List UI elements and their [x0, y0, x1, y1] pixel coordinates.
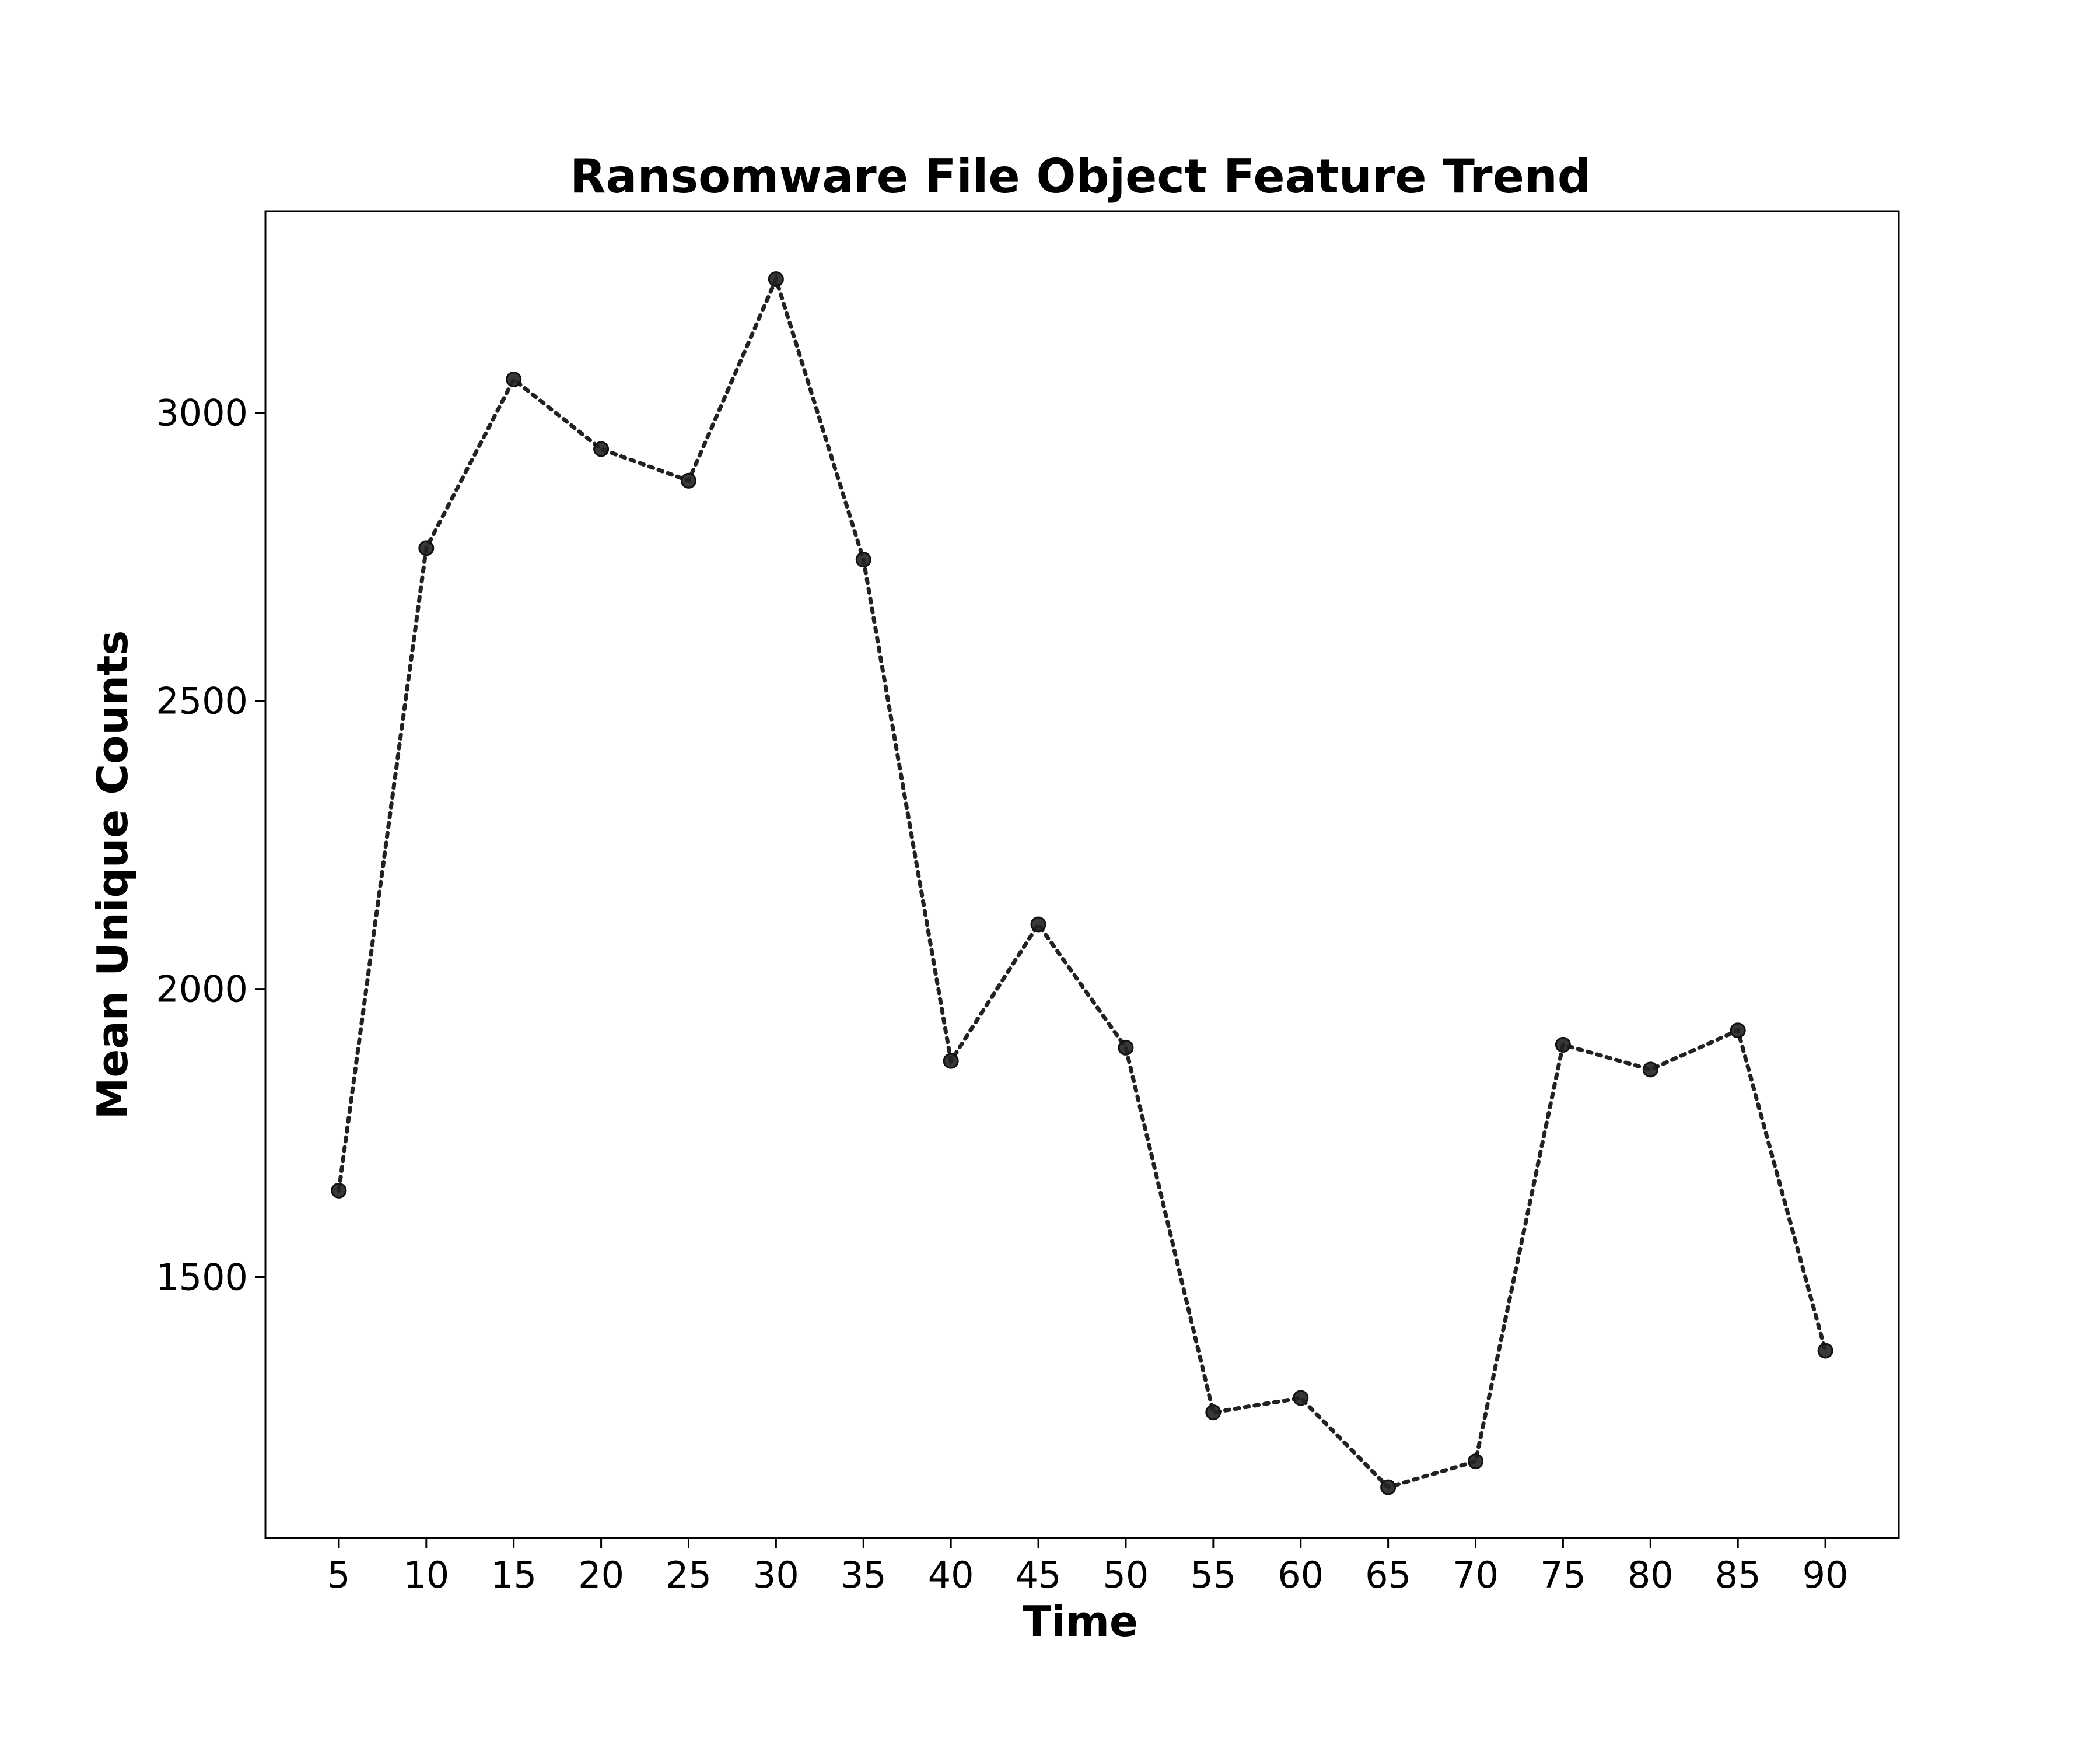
- x-tick-label: 15: [491, 1554, 537, 1596]
- series-line: [337, 273, 1828, 1490]
- y-tick-label: 1500: [156, 1256, 248, 1299]
- y-tick-label: 3000: [156, 392, 248, 435]
- data-point: [1205, 1404, 1222, 1421]
- data-point: [768, 271, 784, 288]
- y-axis-ticks: 1500 2000 2500 3000: [156, 392, 265, 1299]
- x-tick-label: 75: [1540, 1554, 1586, 1596]
- data-point: [1642, 1061, 1658, 1078]
- data-point: [1730, 1022, 1746, 1039]
- data-point: [1380, 1479, 1396, 1495]
- data-point: [1118, 1039, 1134, 1056]
- x-tick-label: 20: [578, 1554, 624, 1596]
- chart-title: Ransomware File Object Feature Trend: [570, 149, 1591, 204]
- x-axis-ticks: 5 10 15 20 25 30 35 40 45 50 55 60 65 70 75 80 85 90: [327, 1538, 1849, 1596]
- y-tick-label: 2000: [156, 968, 248, 1011]
- x-tick-label: 35: [841, 1554, 887, 1596]
- data-point: [506, 371, 522, 387]
- series-markers: [331, 271, 1833, 1495]
- data-point: [1030, 916, 1046, 933]
- y-axis-label: Mean Unique Counts: [88, 630, 137, 1120]
- x-tick-label: 55: [1190, 1554, 1236, 1596]
- data-point: [943, 1053, 959, 1069]
- x-tick-label: 40: [928, 1554, 974, 1596]
- x-tick-label: 80: [1628, 1554, 1674, 1596]
- x-tick-label: 70: [1452, 1554, 1499, 1596]
- data-point: [680, 472, 696, 489]
- plot-area-frame: [264, 210, 1900, 1539]
- x-tick-label: 85: [1715, 1554, 1761, 1596]
- x-tick-label: 5: [327, 1554, 350, 1596]
- data-point: [855, 552, 872, 568]
- x-tick-label: 65: [1365, 1554, 1411, 1596]
- data-point: [593, 441, 610, 457]
- data-point: [331, 1182, 347, 1199]
- x-tick-label: 45: [1016, 1554, 1062, 1596]
- x-tick-label: 50: [1102, 1554, 1149, 1596]
- x-tick-label: 25: [666, 1554, 712, 1596]
- x-tick-label: 30: [753, 1554, 799, 1596]
- data-point: [1817, 1343, 1833, 1359]
- x-tick-label: 90: [1803, 1554, 1849, 1596]
- x-tick-label: 10: [403, 1554, 449, 1596]
- y-tick-label: 2500: [156, 680, 248, 723]
- x-tick-label: 60: [1278, 1554, 1324, 1596]
- data-point: [1555, 1036, 1571, 1053]
- data-point: [418, 540, 435, 556]
- data-point: [1293, 1390, 1309, 1406]
- data-point: [1468, 1453, 1484, 1470]
- x-axis-label: Time: [1023, 1597, 1138, 1646]
